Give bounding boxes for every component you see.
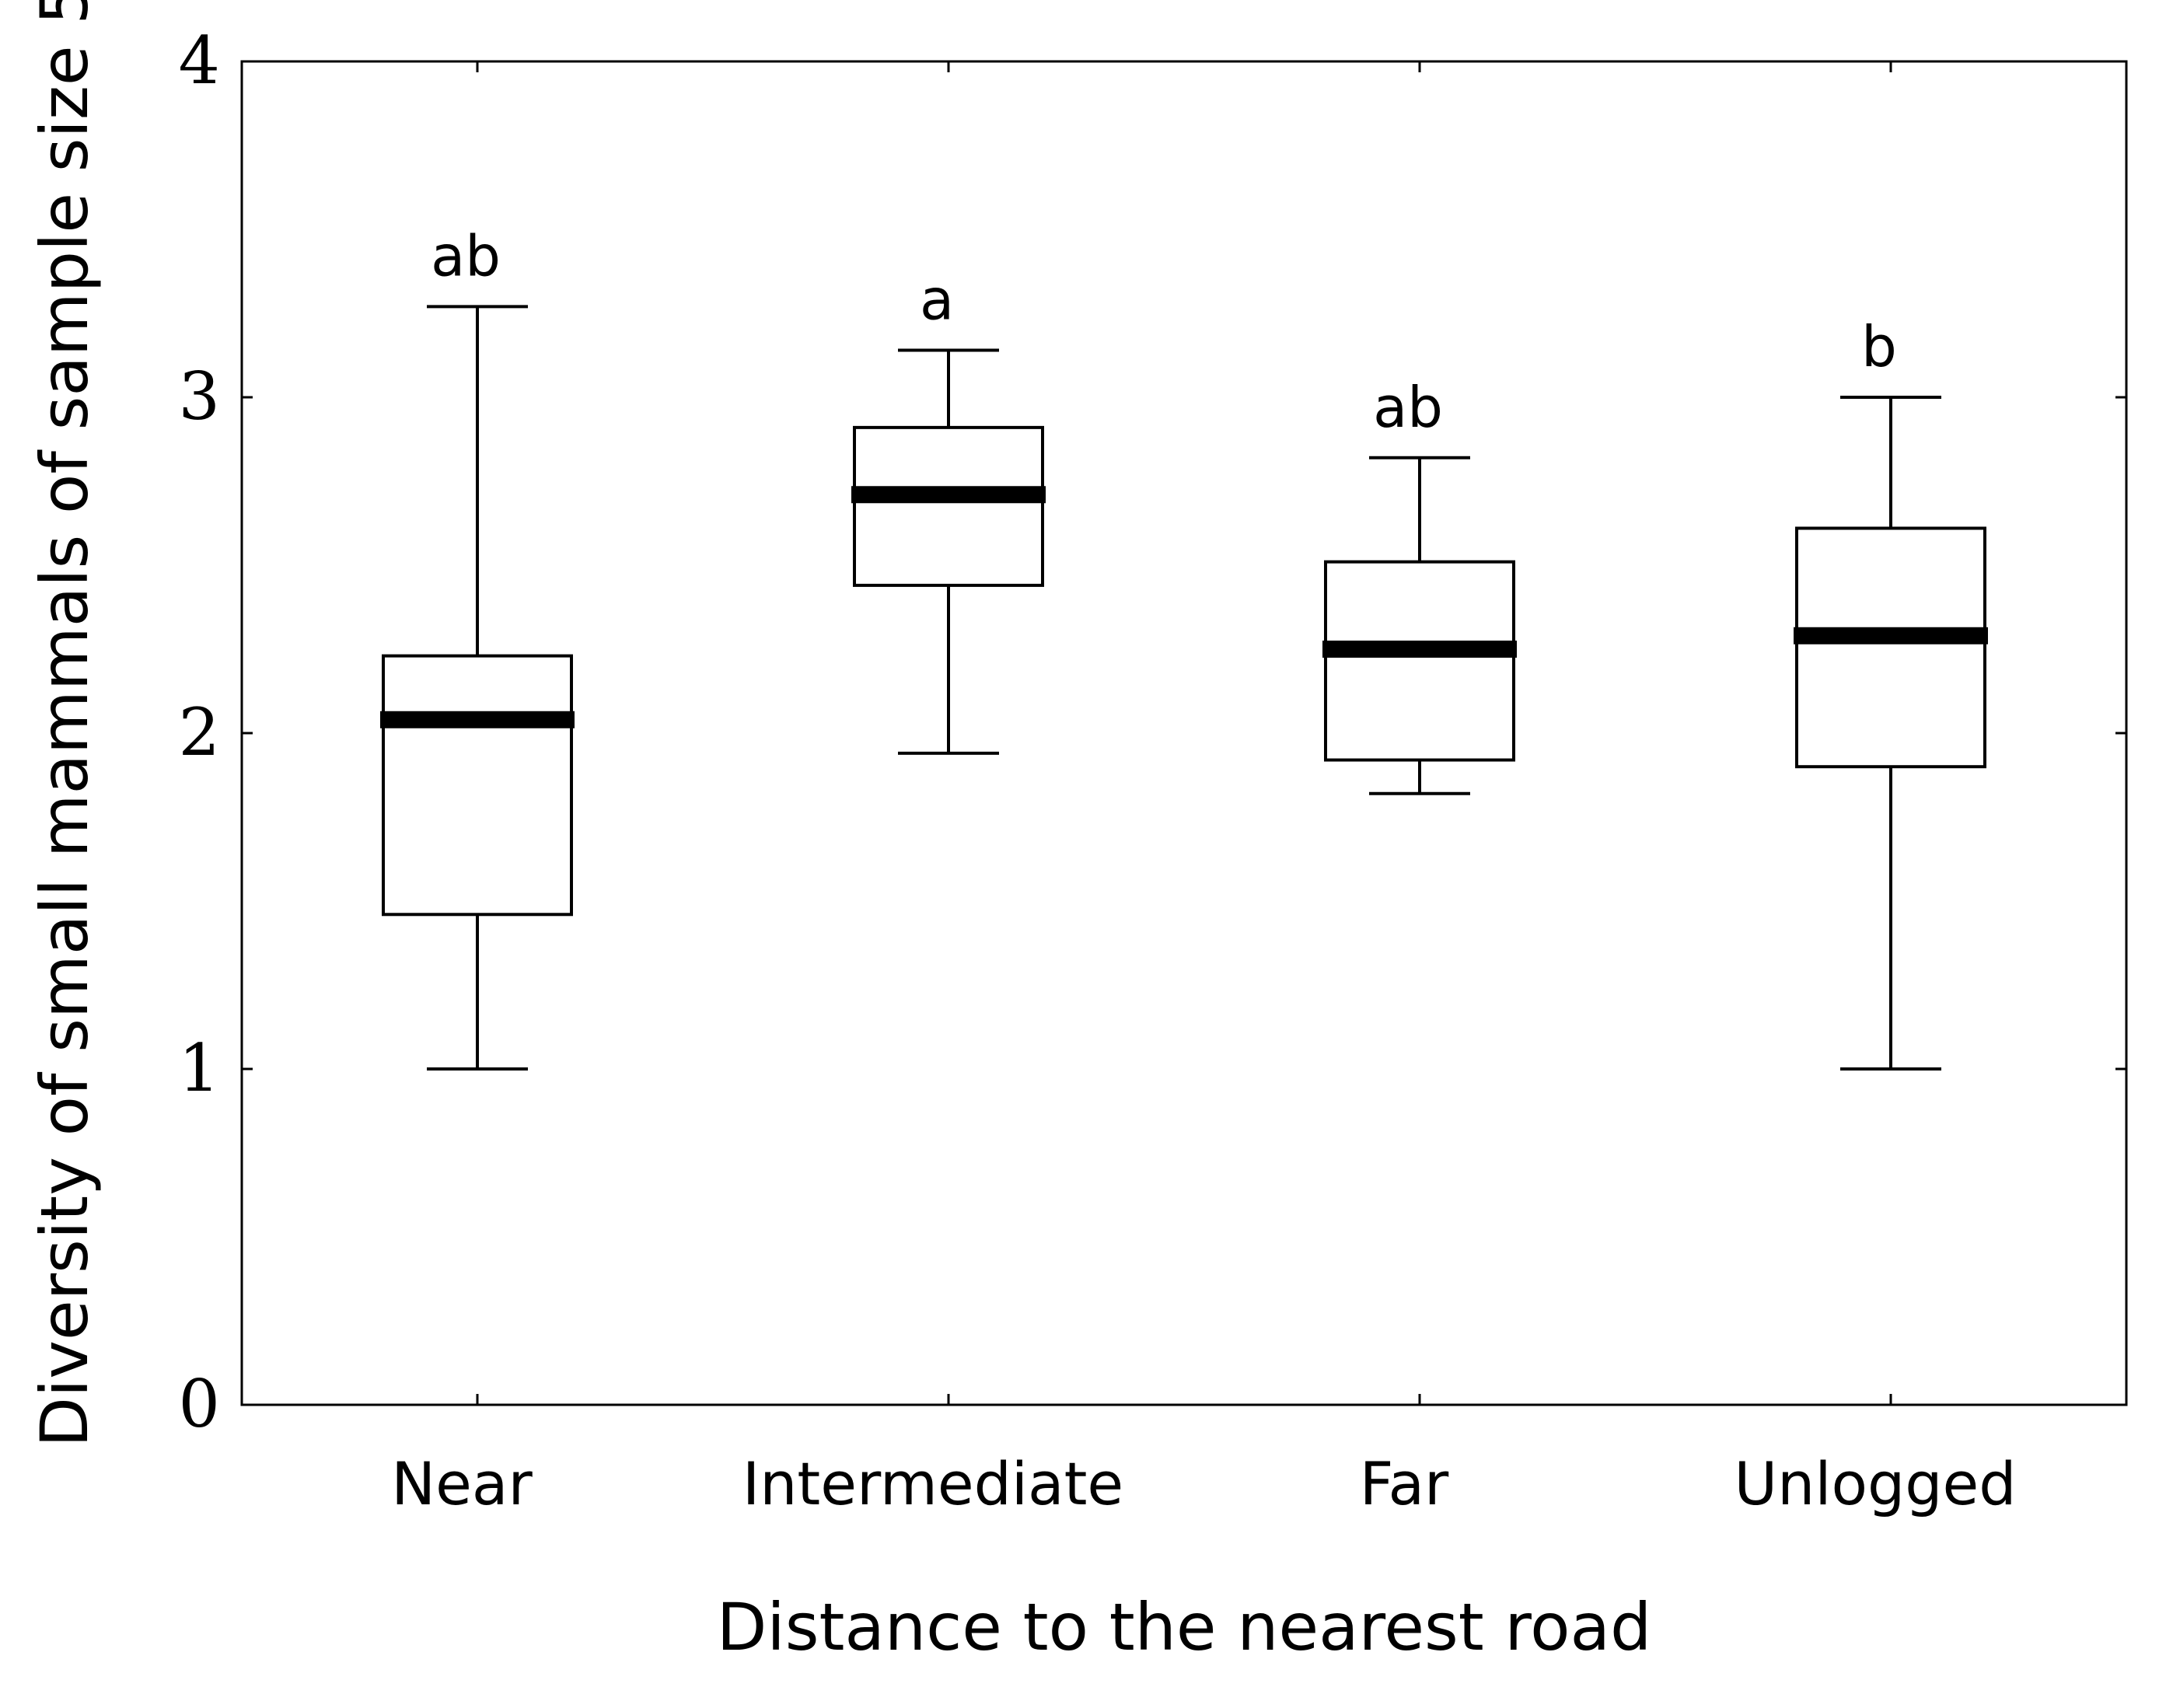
iqr-box [382, 654, 573, 917]
y-tick-label: 0 [179, 1366, 220, 1442]
y-tick-label: 4 [179, 23, 220, 99]
x-category-label: Far [1360, 1449, 1449, 1518]
y-axis-title: Diversity of small mammals of sample siz… [26, 0, 103, 1448]
iqr-box [1324, 560, 1515, 762]
x-category-label: Unlogged [1735, 1449, 2017, 1518]
iqr-box [1795, 526, 1986, 769]
x-category-label: Near [391, 1449, 533, 1518]
significance-label: ab [431, 223, 501, 288]
significance-label: a [920, 267, 954, 333]
y-tick-label: 2 [179, 694, 220, 770]
x-category-label: Intermediate [742, 1449, 1123, 1518]
y-tick-label: 3 [179, 358, 220, 435]
significance-label: b [1861, 314, 1897, 379]
significance-label: ab [1373, 375, 1443, 440]
x-axis-title: Distance to the nearest road [717, 1589, 1652, 1665]
y-tick-label: 1 [179, 1030, 220, 1106]
iqr-box [853, 425, 1044, 587]
